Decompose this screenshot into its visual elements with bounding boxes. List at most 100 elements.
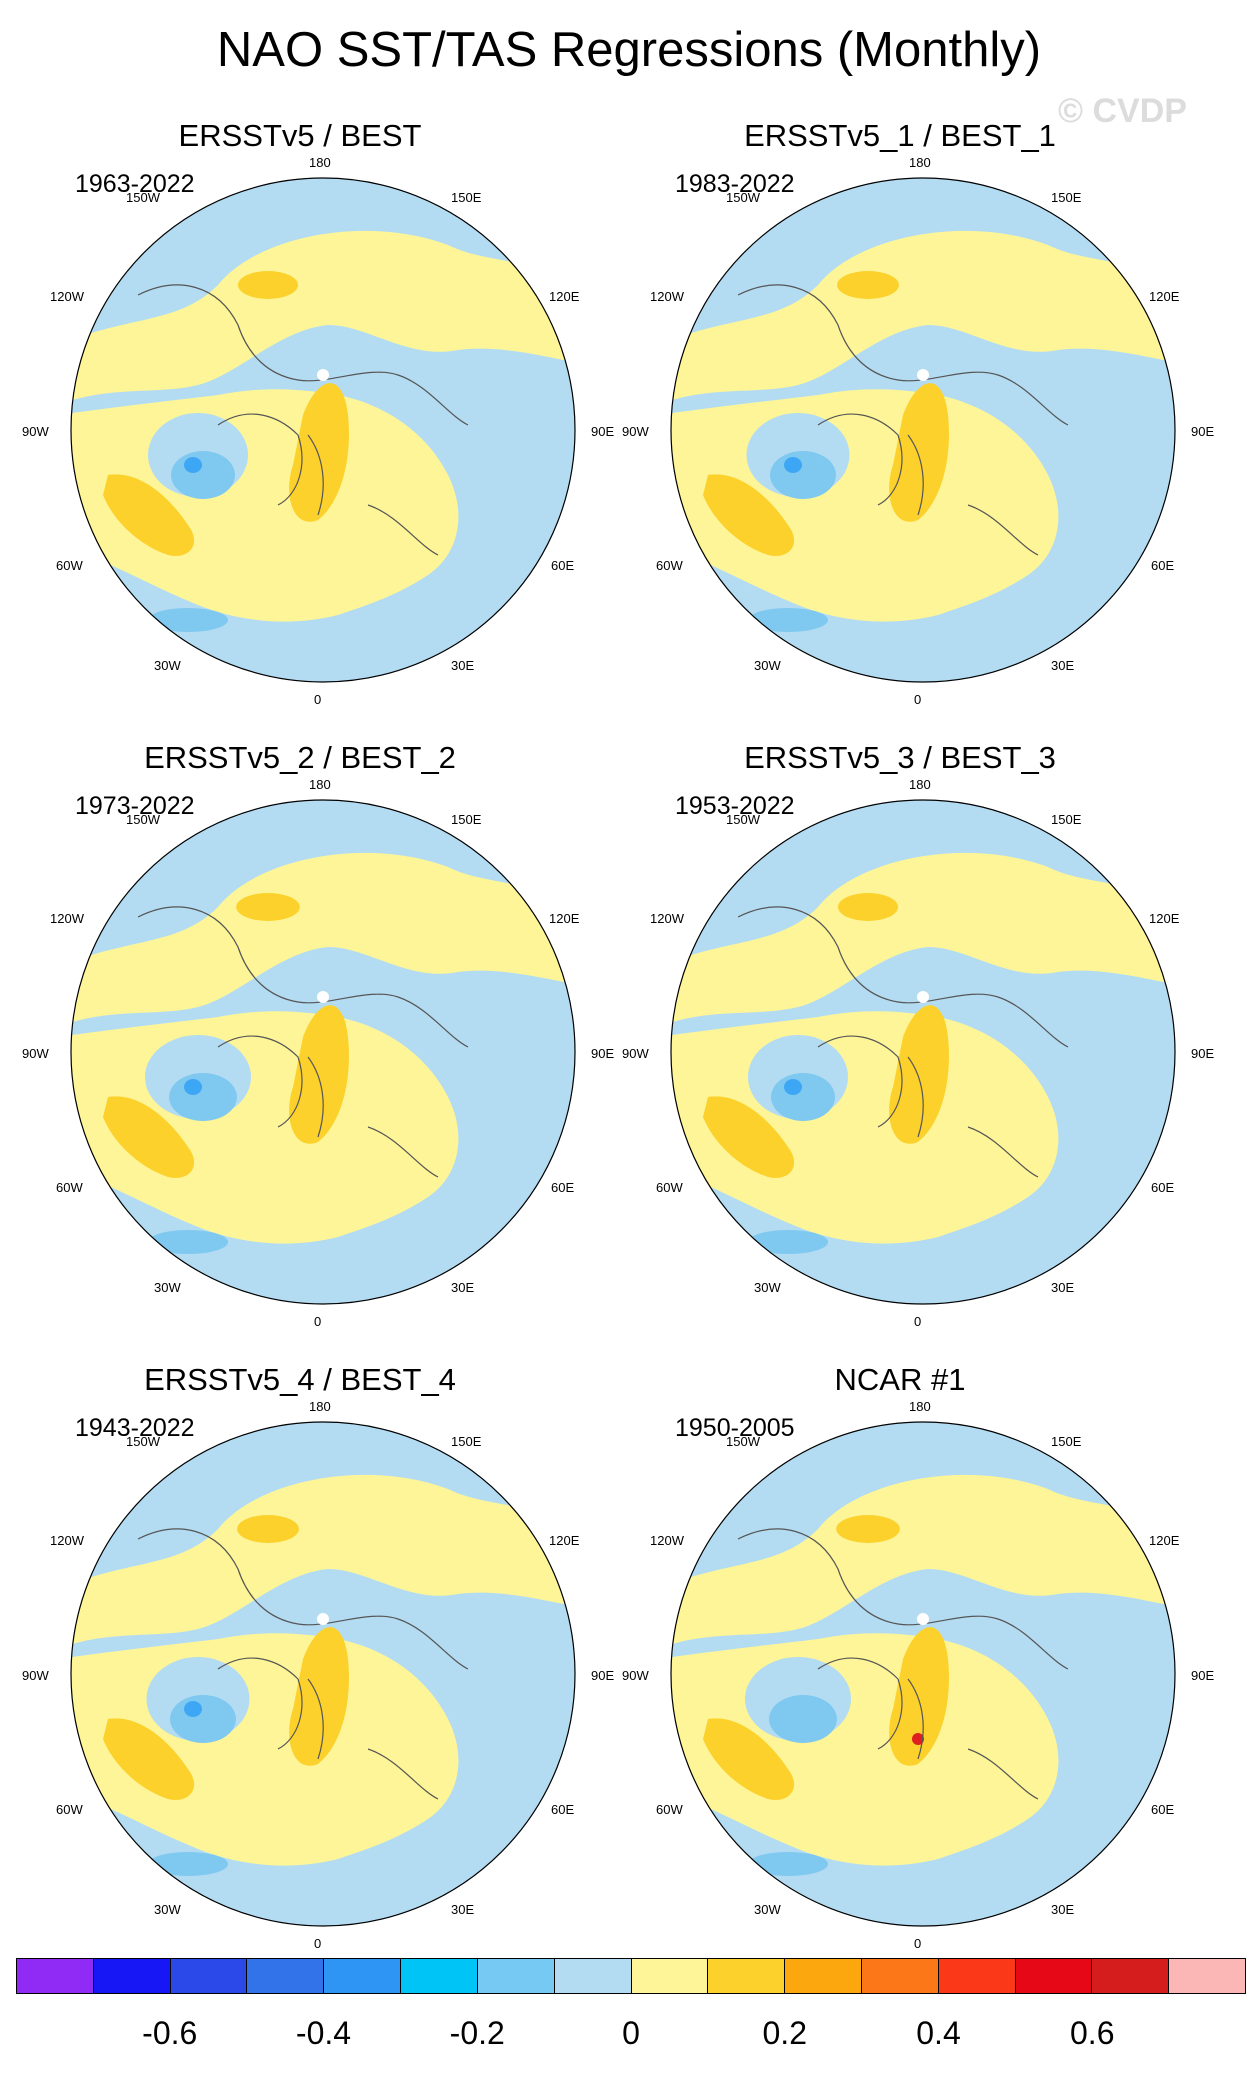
colorbar-swatch (93, 1959, 171, 1993)
colorbar-tick-label: -0.2 (449, 2015, 505, 2051)
longitude-label: 60E (1151, 1802, 1175, 1817)
longitude-label: 180 (309, 155, 331, 170)
panel-period: 1950-2005 (675, 1414, 795, 1442)
longitude-label: 180 (909, 155, 931, 170)
pole-missing-data (917, 1613, 929, 1625)
longitude-label: 60W (656, 1180, 683, 1195)
positive-anomaly-region (671, 1474, 1175, 1649)
longitude-label: 60W (56, 1802, 83, 1817)
longitude-label: 90E (591, 424, 615, 439)
colorbar-swatch (247, 1959, 325, 1993)
strong-positive-region (103, 1096, 195, 1178)
longitude-label: 120W (50, 911, 84, 926)
longitude-label: 60W (656, 558, 683, 573)
longitude-label: 30W (154, 658, 181, 673)
longitude-label: 180 (909, 1399, 931, 1414)
negative-anomaly-region (748, 1230, 828, 1254)
polar-map (70, 1421, 576, 1927)
negative-anomaly-region (184, 1701, 202, 1717)
longitude-label: 150E (451, 812, 482, 827)
longitude-label: 90W (22, 1668, 49, 1683)
colorbar-swatch (708, 1959, 786, 1993)
longitude-label: 150W (726, 812, 760, 827)
coastline (737, 284, 1069, 556)
map-boundary (70, 799, 576, 1305)
pole-missing-data (317, 1613, 329, 1625)
polar-map (670, 799, 1176, 1305)
strong-positive-region (103, 1718, 195, 1800)
colorbar-swatch (938, 1959, 1016, 1993)
colorbar-swatch (861, 1959, 939, 1993)
map-panel: ERSSTv5 / BEST 1963-2022 180 150W 150E 120W 12… (0, 0, 614, 707)
panel-period: 1943-2022 (75, 1414, 195, 1442)
map-boundary (670, 1421, 1176, 1927)
negative-anomaly-region (148, 608, 228, 632)
longitude-label: 90W (622, 424, 649, 439)
strong-positive-region (703, 474, 795, 556)
negative-anomaly-region (170, 1695, 236, 1743)
colorbar-tick-label: 0.2 (762, 2015, 807, 2051)
positive-anomaly-region (671, 852, 1175, 1027)
strong-positive-region (289, 383, 349, 522)
negative-anomaly-region (784, 457, 802, 473)
strong-positive-region (238, 271, 298, 299)
colorbar-tick-label: 0.4 (916, 2015, 961, 2051)
longitude-label: 150E (1051, 812, 1082, 827)
strong-positive-region (703, 1718, 795, 1800)
longitude-label: 150W (726, 190, 760, 205)
longitude-label: 30E (451, 1280, 475, 1295)
longitude-label: 60W (656, 1802, 683, 1817)
colorbar-swatch (1169, 1959, 1245, 1993)
coastline (137, 906, 469, 1178)
colorbar-swatch (477, 1959, 555, 1993)
strong-positive-region (889, 383, 949, 522)
longitude-label: 150E (451, 190, 482, 205)
negative-anomaly-region (148, 1230, 228, 1254)
map-boundary (670, 177, 1176, 683)
extreme-positive-spot (912, 1733, 924, 1745)
longitude-label: 90E (1191, 424, 1215, 439)
strong-positive-region (289, 1627, 349, 1766)
longitude-label: 30W (754, 658, 781, 673)
map-panel: ERSSTv5_2 / BEST_2 1973-2022 180 150W 150E 12… (0, 622, 614, 1329)
longitude-label: 120E (1149, 1533, 1180, 1548)
cvdp-watermark: © CVDP (1058, 92, 1187, 130)
longitude-label: 90W (22, 424, 49, 439)
map-panel: ERSSTv5_1 / BEST_1 1983-2022 180 150W 150E 12… (600, 0, 1214, 707)
polar-map (670, 177, 1176, 683)
longitude-label: 120E (1149, 289, 1180, 304)
panel-period: 1953-2022 (675, 792, 795, 820)
panel-title: ERSSTv5_4 / BEST_4 (144, 1362, 456, 1397)
longitude-label: 30E (1051, 658, 1075, 673)
longitude-label: 60E (1151, 1180, 1175, 1195)
longitude-label: 30E (451, 1902, 475, 1917)
longitude-label: 120W (650, 911, 684, 926)
longitude-label: 90E (1191, 1046, 1215, 1061)
pole-missing-data (917, 369, 929, 381)
panel-title: ERSSTv5_2 / BEST_2 (144, 740, 456, 775)
longitude-label: 30E (1051, 1280, 1075, 1295)
longitude-label: 150E (1051, 1434, 1082, 1449)
coastline (737, 1528, 1069, 1800)
longitude-label: 150W (126, 190, 160, 205)
longitude-label: 60E (551, 558, 575, 573)
map-panel: ERSSTv5_3 / BEST_3 1953-2022 180 150W 150E 12… (600, 622, 1214, 1329)
colorbar-swatch (17, 1959, 94, 1993)
strong-positive-region (889, 1627, 949, 1766)
colorbar-swatch (1015, 1959, 1093, 1993)
strong-positive-region (889, 1005, 949, 1144)
coastline (137, 1528, 469, 1800)
longitude-label: 150W (126, 812, 160, 827)
colorbar-swatch (1092, 1959, 1170, 1993)
longitude-label: 30W (154, 1902, 181, 1917)
pole-missing-data (317, 369, 329, 381)
longitude-label: 120W (650, 289, 684, 304)
negative-anomaly-region (784, 1079, 802, 1095)
map-boundary (70, 1421, 576, 1927)
strong-positive-region (289, 1005, 349, 1144)
longitude-label: 150W (726, 1434, 760, 1449)
longitude-label: 180 (309, 1399, 331, 1414)
strong-positive-region (836, 1515, 900, 1543)
positive-anomaly-region (71, 1474, 575, 1649)
positive-anomaly-region (71, 852, 575, 1027)
